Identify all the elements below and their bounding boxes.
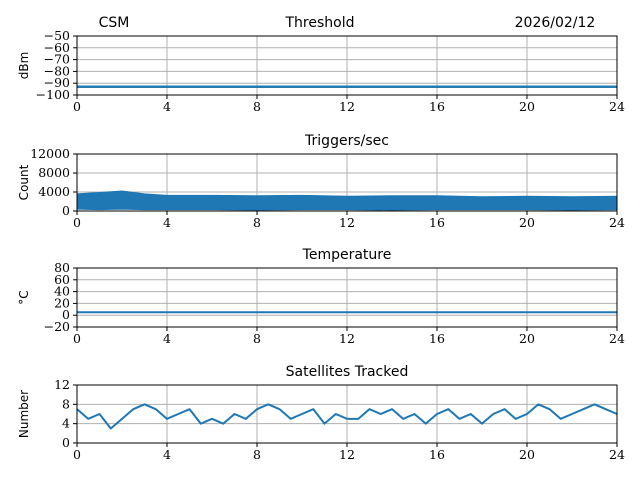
y-tick-label: 40 — [54, 284, 70, 299]
y-tick-label: 60 — [54, 272, 70, 287]
x-tick-label: 0 — [73, 99, 81, 114]
y-tick-label: −90 — [44, 75, 70, 90]
y-tick-label: 8000 — [38, 165, 70, 180]
y-axis-label: Number — [17, 390, 31, 438]
x-tick-label: 8 — [253, 331, 261, 346]
y-axis-label: dBm — [17, 52, 31, 80]
x-tick-label: 20 — [519, 215, 535, 230]
panel-title: Triggers/sec — [304, 133, 389, 149]
x-tick-label: 8 — [253, 447, 261, 462]
x-tick-label: 8 — [253, 215, 261, 230]
x-tick-label: 4 — [163, 99, 171, 114]
x-tick-label: 24 — [609, 447, 625, 462]
y-tick-label: −60 — [44, 40, 70, 55]
x-tick-label: 24 — [609, 331, 625, 346]
header-center: Threshold — [285, 15, 355, 31]
chart-panel-1: 0 4 8 12 16 20 24 0 4000 8000 12000 Triggers/sec Cou… — [17, 133, 625, 230]
y-axis-label: °C — [17, 290, 31, 304]
y-tick-label: 4000 — [38, 184, 70, 199]
x-tick-label: 24 — [609, 99, 625, 114]
y-tick-label: −50 — [44, 28, 70, 43]
x-tick-label: 16 — [429, 331, 445, 346]
series-line — [76, 403, 618, 430]
y-tick-label: 80 — [54, 260, 70, 275]
y-tick-label: −70 — [44, 52, 70, 67]
y-tick-label: −80 — [44, 63, 70, 78]
x-tick-label: 20 — [519, 447, 535, 462]
header-left: CSM — [99, 15, 130, 31]
x-tick-label: 24 — [609, 215, 625, 230]
y-tick-label: 0 — [62, 307, 70, 322]
x-tick-label: 16 — [429, 99, 445, 114]
x-tick-label: 16 — [429, 447, 445, 462]
x-tick-label: 16 — [429, 215, 445, 230]
x-tick-label: 12 — [339, 447, 355, 462]
x-tick-label: 4 — [163, 331, 171, 346]
x-tick-label: 4 — [163, 447, 171, 462]
x-tick-label: 12 — [339, 331, 355, 346]
chart-panel-3: 0 4 8 12 16 20 24 0 4 8 12 Satellites Tracked Number — [17, 364, 625, 462]
y-tick-label: −20 — [44, 319, 70, 334]
y-tick-label: 0 — [62, 435, 70, 450]
x-tick-label: 0 — [73, 447, 81, 462]
x-tick-label: 8 — [253, 99, 261, 114]
x-tick-label: 0 — [73, 215, 81, 230]
y-axis-label: Count — [17, 164, 31, 200]
y-tick-label: 8 — [62, 396, 70, 411]
x-tick-label: 12 — [339, 99, 355, 114]
x-tick-label: 4 — [163, 215, 171, 230]
chart-panel-0: 0 4 8 12 16 20 24 −100−90−80−70−60−50 dBm — [17, 28, 625, 114]
panels: 0 4 8 12 16 20 24 −100−90−80−70−60−50 dBm 0 4 8 12 16… — [17, 28, 625, 462]
header-right: 2026/02/12 — [515, 15, 596, 31]
panel-title: Temperature — [302, 247, 392, 263]
x-tick-label: 12 — [339, 215, 355, 230]
x-tick-label: 0 — [73, 331, 81, 346]
y-tick-label: 4 — [62, 416, 70, 431]
panel-title: Satellites Tracked — [286, 364, 409, 380]
y-tick-label: −100 — [36, 87, 70, 102]
y-tick-label: 20 — [54, 295, 70, 310]
y-tick-label: 0 — [62, 203, 70, 218]
y-tick-label: 12000 — [30, 146, 70, 161]
y-tick-label: 12 — [54, 377, 70, 392]
x-tick-label: 20 — [519, 99, 535, 114]
x-tick-label: 20 — [519, 331, 535, 346]
